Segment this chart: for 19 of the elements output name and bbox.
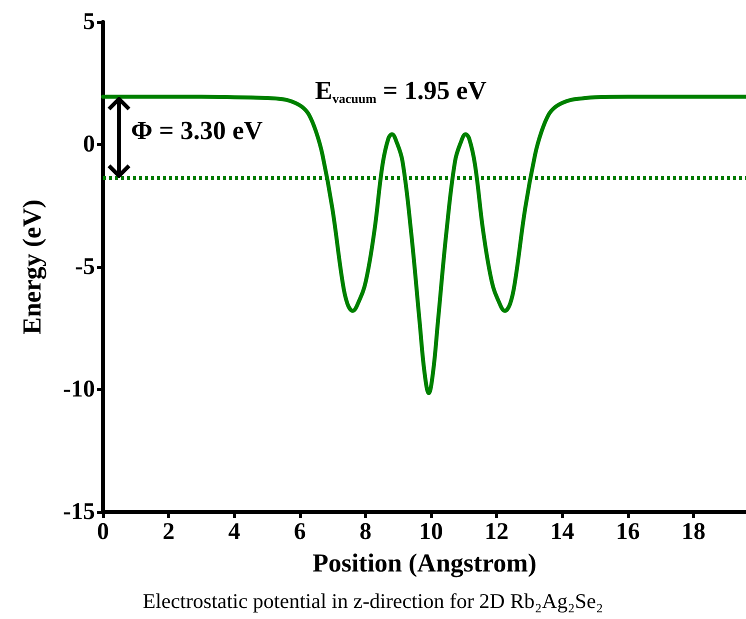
x-tick-label: 2 [162, 519, 175, 545]
y-axis-title: Energy (eV) [18, 199, 46, 335]
x-tick-label: 12 [484, 519, 509, 545]
y-tick-label: -15 [63, 499, 95, 525]
annotation: E$_{vacuum}$ = 1.95 eV [315, 76, 487, 106]
x-axis-title: Position (Angstrom) [312, 548, 537, 578]
x-tick-label: 10 [419, 519, 444, 545]
x-tick-label: 8 [359, 519, 372, 545]
x-tick-label: 14 [550, 519, 574, 545]
x-tick-label: 18 [682, 519, 706, 545]
y-tick-label: 0 [83, 132, 95, 158]
y-tick-label: -10 [63, 376, 95, 402]
x-tick-label: 4 [228, 519, 240, 545]
x-tick-label: 6 [294, 519, 306, 545]
x-tick-label: 16 [616, 519, 640, 545]
y-tick-label: -5 [75, 254, 95, 280]
text: Electrostatic potential in z-direction for 2D Rb₂Ag₂Se₂ [142, 589, 604, 614]
annotation: Φ = 3.30 eV [131, 116, 263, 145]
y-tick-label: 5 [83, 9, 95, 35]
